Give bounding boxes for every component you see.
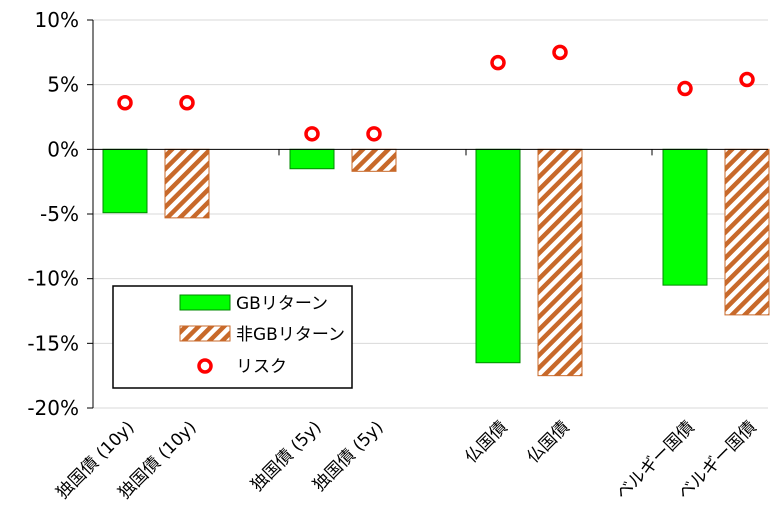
axes bbox=[87, 19, 768, 409]
y-tick-label: -20% bbox=[27, 396, 79, 420]
risk-points bbox=[117, 44, 755, 142]
legend-swatch-non-gb-return bbox=[179, 325, 231, 342]
legend-marker-risk bbox=[197, 358, 213, 374]
legend-label-risk: リスク bbox=[236, 357, 287, 377]
legend-box bbox=[112, 285, 353, 389]
y-tick-label: 5% bbox=[47, 73, 79, 97]
bar-gb-return bbox=[102, 148, 148, 214]
bar-gb-return bbox=[662, 148, 708, 286]
risk-point bbox=[366, 126, 382, 142]
bar-non-gb-return bbox=[351, 148, 397, 172]
y-tick-label: -15% bbox=[27, 331, 79, 355]
y-tick-labels: 10% 5% 0% -5% -10% -15% -20% bbox=[27, 8, 79, 420]
risk-point bbox=[739, 71, 755, 88]
y-tick-label: 10% bbox=[35, 8, 79, 32]
risk-point bbox=[552, 44, 568, 61]
y-tick-label: 0% bbox=[47, 137, 79, 161]
y-tick-label: -10% bbox=[27, 267, 79, 291]
bar-gb-return bbox=[289, 148, 335, 170]
bar-non-gb-return bbox=[537, 148, 583, 377]
risk-point bbox=[117, 95, 133, 111]
risk-point bbox=[490, 54, 506, 71]
legend-swatch-gb-return bbox=[179, 294, 231, 311]
risk-point bbox=[179, 95, 195, 111]
bar-non-gb-return bbox=[164, 148, 210, 219]
y-tick-label: -5% bbox=[40, 202, 79, 226]
bar-gb-return bbox=[475, 148, 521, 364]
x-category-label: 仏国債 bbox=[523, 417, 573, 467]
risk-point bbox=[304, 126, 320, 142]
risk-point bbox=[677, 80, 693, 97]
x-category-labels: 独国債 (10y)独国債 (10y) 独国債 (5y)独国債 (5y) 仏国債 仏国債… bbox=[53, 417, 761, 503]
legend-label-gb-return: GBリターン bbox=[236, 294, 328, 314]
legend-label-non-gb-return: 非GBリターン bbox=[236, 325, 345, 345]
x-category-label: 仏国債 bbox=[461, 417, 511, 467]
bar-non-gb-return bbox=[724, 148, 770, 316]
bars bbox=[102, 148, 770, 377]
